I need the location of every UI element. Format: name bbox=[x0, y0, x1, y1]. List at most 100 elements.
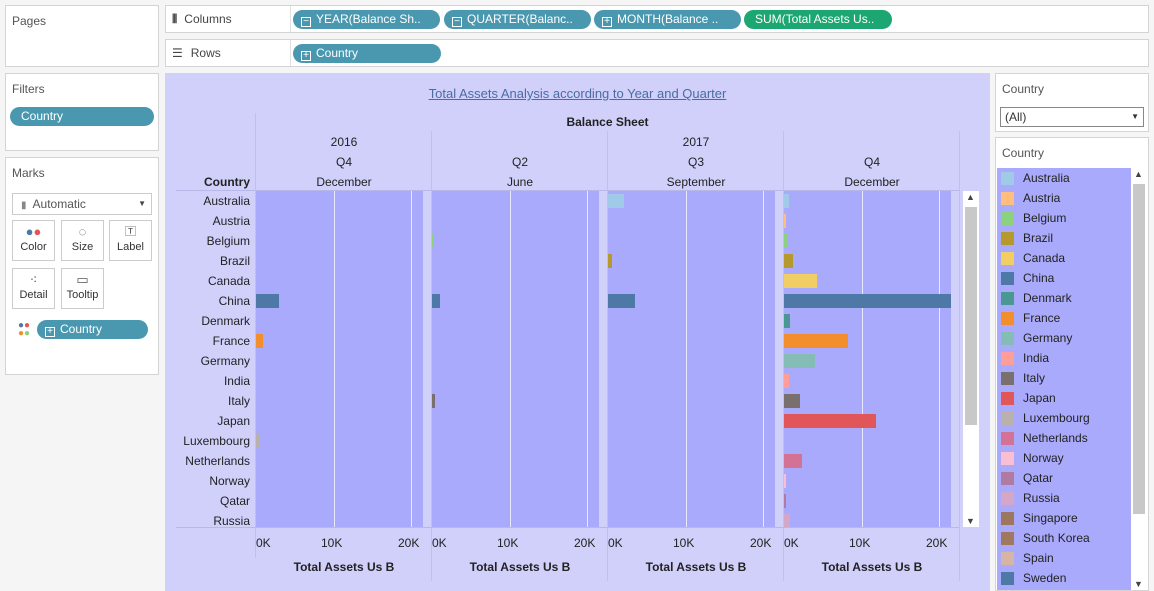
bar-china[interactable] bbox=[256, 294, 279, 308]
color-pill-country[interactable]: + Country bbox=[37, 320, 148, 339]
bar-brazil[interactable] bbox=[784, 254, 793, 268]
legend-swatch bbox=[1001, 251, 1014, 265]
legend-item[interactable]: Brazil bbox=[1001, 228, 1129, 248]
row-label: Canada bbox=[207, 274, 250, 288]
bar-china[interactable] bbox=[608, 294, 635, 308]
bar-denmark[interactable] bbox=[784, 314, 790, 328]
scroll-down-icon[interactable]: ▼ bbox=[1134, 579, 1143, 589]
gridline bbox=[510, 191, 511, 527]
axis-tick: 20K bbox=[574, 536, 596, 550]
bar-france[interactable] bbox=[256, 334, 263, 348]
legend-item[interactable]: South Korea bbox=[1001, 528, 1129, 548]
scroll-up-icon[interactable]: ▲ bbox=[1134, 169, 1143, 179]
bar-canada[interactable] bbox=[784, 274, 817, 288]
legend-item[interactable]: Luxembourg bbox=[1001, 408, 1129, 428]
legend-item[interactable]: Italy bbox=[1001, 368, 1129, 388]
legend-item[interactable]: Spain bbox=[1001, 548, 1129, 568]
legend-label: Singapore bbox=[1023, 511, 1078, 525]
bar-norway[interactable] bbox=[784, 474, 786, 488]
viz-scrollbar[interactable]: ▲ ▼ bbox=[963, 191, 979, 527]
bar-italy[interactable] bbox=[784, 394, 800, 408]
legend-item[interactable]: Singapore bbox=[1001, 508, 1129, 528]
legend-item[interactable]: Japan bbox=[1001, 388, 1129, 408]
gridline bbox=[411, 191, 412, 527]
legend-item[interactable]: Sweden bbox=[1001, 568, 1129, 588]
bar-germany[interactable] bbox=[784, 354, 815, 368]
country-filter-select[interactable]: (All) ▼ bbox=[1000, 107, 1144, 127]
axis-separator bbox=[176, 527, 959, 528]
bar-italy[interactable] bbox=[432, 394, 435, 408]
legend-item[interactable]: India bbox=[1001, 348, 1129, 368]
column-pill-sum-total-assets[interactable]: SUM(Total Assets Us.. bbox=[744, 10, 892, 29]
scroll-thumb[interactable] bbox=[1133, 184, 1145, 514]
size-button[interactable]: ◌ Size bbox=[61, 220, 104, 261]
legend-label: France bbox=[1023, 311, 1061, 325]
detail-icon: ⁖ bbox=[29, 272, 38, 287]
size-label: Size bbox=[71, 241, 94, 253]
axis-tick: 10K bbox=[497, 536, 519, 550]
legend-label: Qatar bbox=[1023, 471, 1054, 485]
gridline bbox=[939, 191, 940, 527]
column-pill-year[interactable]: − YEAR(Balance Sh.. bbox=[293, 10, 440, 29]
bar-luxembourg[interactable] bbox=[256, 434, 260, 448]
legend-item[interactable]: Austria bbox=[1001, 188, 1129, 208]
legend-item[interactable]: Germany bbox=[1001, 328, 1129, 348]
mark-type-dropdown[interactable]: ▮ Automatic ▼ bbox=[12, 193, 152, 215]
legend-swatch bbox=[1001, 511, 1014, 525]
axis-title: Total Assets Us B bbox=[821, 560, 923, 574]
bar-qatar[interactable] bbox=[784, 494, 786, 508]
legend-item[interactable]: France bbox=[1001, 308, 1129, 328]
legend-label: Brazil bbox=[1023, 231, 1054, 245]
bar-france[interactable] bbox=[784, 334, 848, 348]
scroll-down-icon[interactable]: ▼ bbox=[966, 516, 975, 526]
legend-label: Sweden bbox=[1023, 571, 1067, 585]
row-label: Italy bbox=[227, 394, 250, 408]
legend-item[interactable]: Australia bbox=[1001, 168, 1129, 188]
bar-russia[interactable] bbox=[784, 514, 790, 528]
header-month: December bbox=[316, 175, 372, 189]
legend-swatch bbox=[1001, 451, 1014, 465]
legend-item[interactable]: Russia bbox=[1001, 488, 1129, 508]
bar-belgium[interactable] bbox=[432, 234, 434, 248]
bar-australia[interactable] bbox=[608, 194, 624, 208]
column-pill-quarter[interactable]: − QUARTER(Balanc.. bbox=[444, 10, 591, 29]
row-label: France bbox=[212, 334, 250, 348]
size-icon: ◌ bbox=[78, 224, 87, 239]
legend-item[interactable]: Netherlands bbox=[1001, 428, 1129, 448]
bar-china[interactable] bbox=[432, 294, 440, 308]
legend-label: Norway bbox=[1023, 451, 1064, 465]
legend-item[interactable]: Norway bbox=[1001, 448, 1129, 468]
rows-label: ☰ Rows bbox=[172, 46, 221, 60]
legend-item[interactable]: China bbox=[1001, 268, 1129, 288]
legend-swatch bbox=[1001, 271, 1014, 285]
legend-swatch bbox=[1001, 191, 1014, 205]
row-pill-country[interactable]: + Country bbox=[293, 44, 441, 63]
bar-australia[interactable] bbox=[784, 194, 789, 208]
collapse-icon: − bbox=[301, 17, 311, 27]
legend-label: Japan bbox=[1023, 391, 1056, 405]
tooltip-button[interactable]: ▭ Tooltip bbox=[61, 268, 104, 309]
bar-china[interactable] bbox=[784, 294, 951, 308]
bar-india[interactable] bbox=[784, 374, 789, 388]
legend-scrollbar[interactable]: ▲ ▼ bbox=[1131, 168, 1147, 590]
label-button[interactable]: 🅃 Label bbox=[109, 220, 152, 261]
viz-title[interactable]: Total Assets Analysis according to Year … bbox=[428, 86, 727, 101]
bar-netherlands[interactable] bbox=[784, 454, 802, 468]
scroll-up-icon[interactable]: ▲ bbox=[966, 192, 975, 202]
legend-swatch bbox=[1001, 171, 1014, 185]
bar-belgium[interactable] bbox=[784, 234, 788, 248]
column-pill-month[interactable]: + MONTH(Balance .. bbox=[594, 10, 741, 29]
legend-item[interactable]: Qatar bbox=[1001, 468, 1129, 488]
filter-pill-country[interactable]: Country bbox=[10, 107, 154, 126]
row-label: Belgium bbox=[206, 234, 250, 248]
detail-button[interactable]: ⁖ Detail bbox=[12, 268, 55, 309]
legend-item[interactable]: Belgium bbox=[1001, 208, 1129, 228]
bar-austria[interactable] bbox=[784, 214, 786, 228]
bar-brazil[interactable] bbox=[608, 254, 612, 268]
color-button[interactable]: ●● Color bbox=[12, 220, 55, 261]
bar-japan[interactable] bbox=[784, 414, 876, 428]
scroll-thumb[interactable] bbox=[965, 207, 977, 425]
legend-item[interactable]: Denmark bbox=[1001, 288, 1129, 308]
rows-icon: ☰ bbox=[172, 46, 183, 60]
legend-item[interactable]: Canada bbox=[1001, 248, 1129, 268]
